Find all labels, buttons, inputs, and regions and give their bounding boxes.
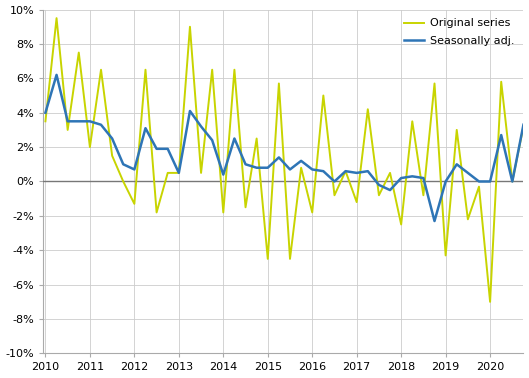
Original series — [76, 50, 82, 55]
Original series — [220, 210, 226, 215]
Seasonally adj. — [165, 147, 171, 151]
Original series — [309, 210, 315, 215]
Original series — [165, 170, 171, 175]
Original series — [65, 128, 71, 132]
Original series — [487, 300, 493, 304]
Seasonally adj. — [198, 124, 204, 129]
Original series — [331, 193, 338, 198]
Original series — [87, 145, 93, 149]
Original series — [242, 205, 249, 209]
Original series — [398, 222, 404, 227]
Seasonally adj. — [176, 170, 182, 175]
Seasonally adj. — [76, 119, 82, 124]
Seasonally adj. — [464, 170, 471, 175]
Original series — [176, 170, 182, 175]
Original series — [442, 253, 449, 258]
Seasonally adj. — [298, 159, 304, 163]
Seasonally adj. — [476, 179, 482, 184]
Seasonally adj. — [65, 119, 71, 124]
Seasonally adj. — [320, 169, 326, 174]
Seasonally adj. — [87, 119, 93, 124]
Legend: Original series, Seasonally adj.: Original series, Seasonally adj. — [401, 15, 518, 50]
Original series — [509, 179, 515, 184]
Original series — [153, 210, 160, 215]
Seasonally adj. — [153, 147, 160, 151]
Seasonally adj. — [509, 179, 515, 184]
Original series — [231, 67, 238, 72]
Original series — [131, 201, 138, 206]
Original series — [409, 119, 415, 124]
Original series — [264, 257, 271, 261]
Seasonally adj. — [453, 162, 460, 167]
Original series — [342, 169, 349, 174]
Original series — [420, 193, 426, 198]
Original series — [198, 170, 204, 175]
Original series — [520, 124, 526, 129]
Seasonally adj. — [398, 176, 404, 180]
Original series — [320, 93, 326, 98]
Seasonally adj. — [487, 179, 493, 184]
Original series — [287, 257, 293, 261]
Seasonally adj. — [498, 133, 504, 137]
Original series — [464, 217, 471, 222]
Seasonally adj. — [287, 167, 293, 172]
Original series — [431, 81, 437, 86]
Seasonally adj. — [264, 166, 271, 170]
Original series — [387, 170, 393, 175]
Original series — [142, 67, 149, 72]
Seasonally adj. — [242, 162, 249, 167]
Original series — [98, 67, 104, 72]
Seasonally adj. — [387, 188, 393, 192]
Seasonally adj. — [109, 136, 115, 141]
Original series — [253, 136, 260, 141]
Seasonally adj. — [42, 110, 49, 115]
Seasonally adj. — [376, 183, 382, 187]
Original series — [120, 179, 126, 184]
Seasonally adj. — [187, 109, 193, 113]
Seasonally adj. — [364, 169, 371, 174]
Seasonally adj. — [331, 179, 338, 184]
Seasonally adj. — [409, 174, 415, 178]
Seasonally adj. — [98, 122, 104, 127]
Seasonally adj. — [431, 219, 437, 223]
Seasonally adj. — [142, 126, 149, 130]
Original series — [276, 81, 282, 86]
Seasonally adj. — [209, 138, 215, 143]
Original series — [298, 166, 304, 170]
Seasonally adj. — [442, 179, 449, 184]
Seasonally adj. — [520, 122, 526, 127]
Line: Original series: Original series — [45, 18, 523, 302]
Seasonally adj. — [309, 167, 315, 172]
Seasonally adj. — [131, 167, 138, 172]
Seasonally adj. — [253, 166, 260, 170]
Seasonally adj. — [53, 73, 60, 77]
Original series — [109, 153, 115, 158]
Original series — [353, 200, 360, 204]
Original series — [476, 184, 482, 189]
Original series — [53, 16, 60, 20]
Seasonally adj. — [231, 136, 238, 141]
Seasonally adj. — [120, 162, 126, 167]
Seasonally adj. — [420, 176, 426, 180]
Seasonally adj. — [220, 172, 226, 177]
Line: Seasonally adj.: Seasonally adj. — [45, 75, 523, 221]
Original series — [187, 25, 193, 29]
Original series — [453, 128, 460, 132]
Original series — [42, 119, 49, 124]
Seasonally adj. — [342, 169, 349, 174]
Seasonally adj. — [353, 170, 360, 175]
Original series — [209, 67, 215, 72]
Original series — [498, 79, 504, 84]
Original series — [376, 193, 382, 198]
Original series — [364, 107, 371, 112]
Seasonally adj. — [276, 155, 282, 160]
